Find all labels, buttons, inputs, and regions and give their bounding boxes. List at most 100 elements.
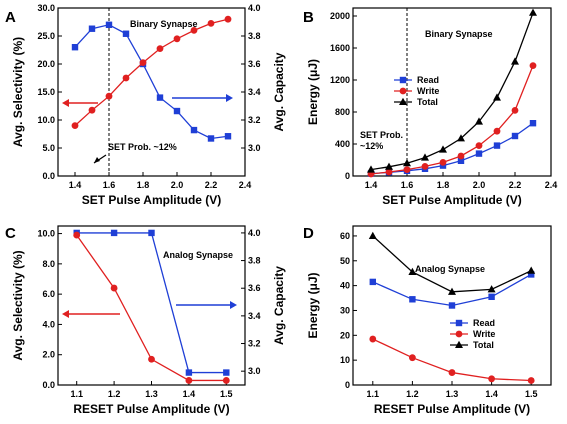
data-point <box>71 122 79 129</box>
left-axis-arrowhead <box>62 310 69 318</box>
y2-tick-label: 3.4 <box>248 87 261 97</box>
data-point <box>148 355 155 363</box>
data-point <box>409 354 416 362</box>
data-point <box>122 30 130 37</box>
data-point <box>224 15 232 23</box>
series-line-total <box>370 12 534 171</box>
data-point <box>110 284 118 292</box>
x-tick-label: 1.4 <box>485 389 498 399</box>
data-point <box>385 162 393 170</box>
legend-label-total: Total <box>473 340 494 350</box>
data-point <box>529 62 537 69</box>
x-tick-label: 2.0 <box>171 180 184 190</box>
data-point <box>527 266 536 274</box>
y-tick-label: 4.0 <box>42 319 55 329</box>
legend-label-read: Read <box>417 75 439 85</box>
data-point <box>421 163 429 170</box>
data-point <box>190 27 198 34</box>
y-tick-label: 2.0 <box>42 350 55 360</box>
y-tick-label: 30 <box>340 305 350 315</box>
y-tick-label: 20.0 <box>37 59 55 69</box>
x-tick-label: 1.4 <box>183 389 196 399</box>
data-point <box>156 45 164 52</box>
x-tick-label: 1.4 <box>365 180 378 190</box>
data-point <box>475 150 483 157</box>
data-point <box>207 135 215 142</box>
data-point <box>368 231 377 239</box>
y-tick-label: 10.0 <box>37 115 55 125</box>
x-axis-label: SET Pulse Amplitude (V) <box>382 193 522 207</box>
legend-marker <box>399 87 407 95</box>
left-axis-arrowhead <box>62 99 69 107</box>
data-point <box>457 134 465 142</box>
right-axis-arrowhead <box>230 301 237 309</box>
y-tick-label: 10.0 <box>37 229 55 239</box>
x-tick-label: 1.3 <box>446 389 459 399</box>
set-prob-label: SET Prob. ~12% <box>108 142 177 152</box>
y-axis-label: Avg. Selectivity (%) <box>11 250 25 360</box>
panel-letter: A <box>5 9 16 26</box>
data-point <box>493 93 501 101</box>
data-point <box>475 142 483 150</box>
y-tick-label: 50 <box>340 256 350 266</box>
data-point <box>457 157 465 164</box>
y-tick-label: 25.0 <box>37 31 55 41</box>
synapse-annotation: Binary Synapse <box>130 19 198 29</box>
data-point <box>488 293 495 301</box>
data-point <box>511 132 519 140</box>
y-axis-label: Energy (μJ) <box>306 59 320 125</box>
x-tick-label: 2.4 <box>545 180 558 190</box>
y-tick-label: 40 <box>340 281 350 291</box>
x-tick-label: 1.1 <box>70 389 83 399</box>
data-point <box>173 107 181 115</box>
data-point <box>421 153 429 161</box>
x-tick-label: 1.2 <box>108 389 121 399</box>
data-point <box>122 74 130 82</box>
data-point <box>385 168 393 176</box>
y2-axis-label: Avg. Capacity <box>272 52 286 131</box>
x-tick-label: 1.4 <box>69 180 82 190</box>
y-tick-label: 30.0 <box>37 3 55 13</box>
series-line-square <box>74 24 229 140</box>
data-point <box>73 231 81 239</box>
legend-marker <box>455 340 463 348</box>
y-tick-label: 5.0 <box>42 143 55 153</box>
y-tick-label: 0 <box>345 380 350 390</box>
y2-tick-label: 3.2 <box>248 115 261 125</box>
data-point <box>173 35 181 43</box>
data-point <box>448 302 456 309</box>
set-prob-label: ~12% <box>360 141 383 151</box>
data-point <box>185 369 193 376</box>
y2-tick-label: 3.8 <box>248 31 261 41</box>
x-tick-label: 2.4 <box>239 180 252 190</box>
x-axis-label: RESET Pulse Amplitude (V) <box>374 402 530 416</box>
data-point <box>493 127 501 135</box>
x-tick-label: 2.0 <box>473 180 486 190</box>
y-tick-label: 2000 <box>330 11 350 21</box>
data-point <box>493 142 501 149</box>
data-point <box>448 287 456 295</box>
y-tick-label: 8.0 <box>42 259 55 269</box>
data-point <box>369 335 377 343</box>
x-tick-label: 2.2 <box>205 180 218 190</box>
series-line-write <box>370 65 534 175</box>
y-tick-label: 0.0 <box>42 380 55 390</box>
x-tick-label: 1.6 <box>401 180 414 190</box>
data-point <box>105 21 113 28</box>
data-point <box>529 120 537 127</box>
data-point <box>223 369 230 376</box>
data-point <box>511 107 519 114</box>
y-tick-label: 800 <box>335 107 350 117</box>
y-tick-label: 400 <box>335 139 350 149</box>
legend-marker <box>455 330 463 338</box>
y2-tick-label: 3.4 <box>248 311 261 321</box>
y2-tick-label: 3.0 <box>248 143 261 153</box>
data-point <box>408 267 417 275</box>
data-point <box>527 377 535 384</box>
synapse-annotation: Binary Synapse <box>425 29 493 39</box>
data-point <box>139 59 147 66</box>
x-tick-label: 1.5 <box>525 389 538 399</box>
data-point <box>403 166 411 174</box>
set-prob-label: SET Prob. <box>360 130 403 140</box>
data-point <box>367 165 375 173</box>
